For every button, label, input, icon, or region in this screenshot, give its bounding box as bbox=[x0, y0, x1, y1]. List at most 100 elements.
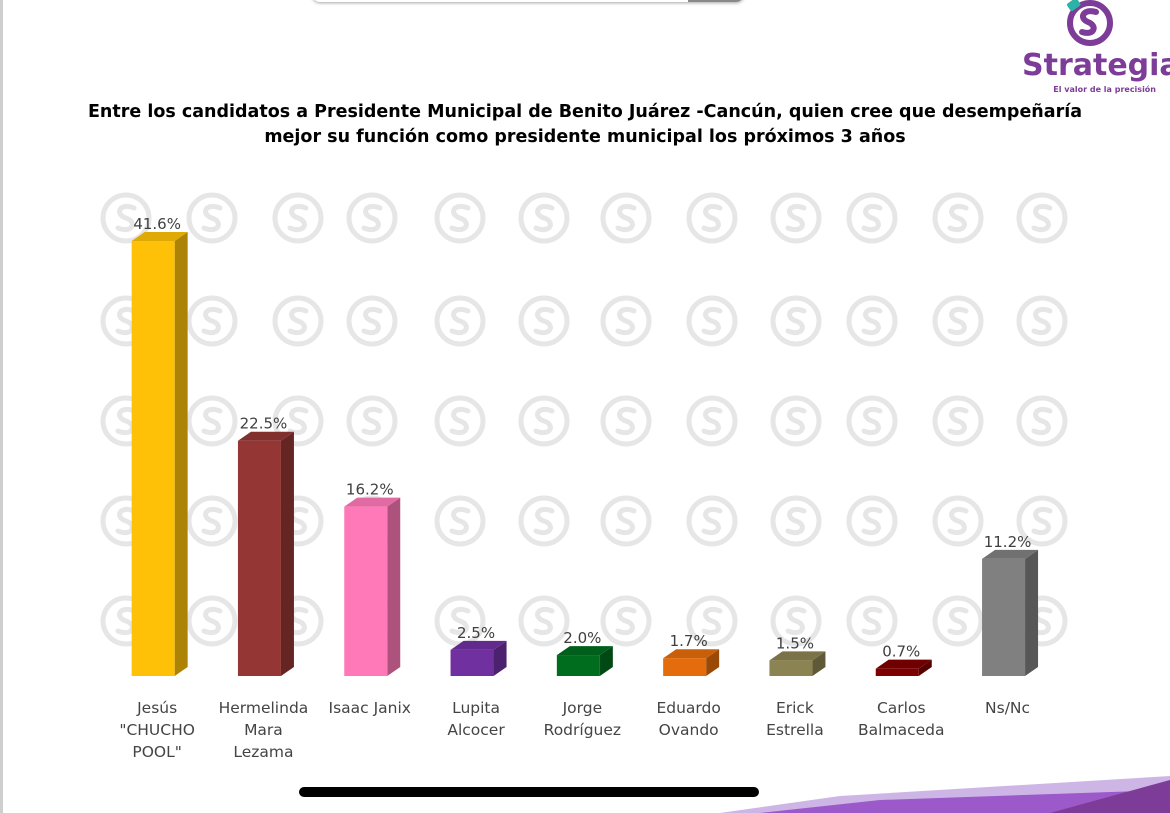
watermark-icon bbox=[518, 395, 570, 447]
category-label-line: Jorge bbox=[562, 699, 603, 717]
watermark-icon bbox=[846, 192, 898, 244]
category-label: Eduardo Ovando bbox=[636, 697, 742, 741]
watermark-icon bbox=[932, 395, 984, 447]
top-search-bar[interactable] bbox=[312, 0, 744, 2]
watermark-icon bbox=[846, 295, 898, 347]
bar bbox=[450, 640, 507, 676]
search-bar-button[interactable] bbox=[688, 0, 744, 2]
watermark-icon bbox=[600, 495, 652, 547]
watermark-icon bbox=[686, 595, 738, 647]
chart-title: Entre los candidatos a Presidente Munici… bbox=[87, 102, 1083, 147]
watermark-icon bbox=[434, 495, 486, 547]
bar bbox=[982, 549, 1039, 676]
category-label: Isaac Janix bbox=[317, 697, 423, 719]
category-label-line: Alcocer bbox=[447, 721, 505, 739]
category-label-line: POOL" bbox=[132, 743, 182, 761]
category-label: Lupita Alcocer bbox=[423, 697, 529, 741]
watermark-icon bbox=[1016, 395, 1068, 447]
bar bbox=[344, 497, 401, 676]
watermark-icon bbox=[434, 192, 486, 244]
watermark-icon bbox=[932, 495, 984, 547]
watermark-icon bbox=[186, 395, 238, 447]
bar bbox=[769, 651, 826, 676]
category-label-line: Jesús bbox=[137, 699, 178, 717]
watermark-icon bbox=[518, 192, 570, 244]
category-label-line: Hermelinda bbox=[218, 699, 309, 717]
category-label-line: Balmaceda bbox=[858, 721, 945, 739]
watermark-icon bbox=[932, 192, 984, 244]
data-label: 1.5% bbox=[776, 634, 814, 652]
data-label: 2.5% bbox=[457, 624, 495, 642]
data-label: 2.0% bbox=[563, 629, 601, 647]
brand-tagline: El valor de la precisión bbox=[1053, 85, 1156, 94]
watermark-icon bbox=[518, 295, 570, 347]
watermark-icon bbox=[600, 595, 652, 647]
watermark-icon bbox=[186, 495, 238, 547]
category-label-line: Lezama bbox=[233, 743, 294, 761]
watermark-icon bbox=[686, 295, 738, 347]
data-label: 11.2% bbox=[984, 533, 1032, 551]
window-edge bbox=[0, 0, 3, 813]
category-label: Erick Estrella bbox=[742, 697, 848, 741]
watermark-icon bbox=[600, 395, 652, 447]
bar bbox=[131, 232, 188, 676]
watermark-icon bbox=[186, 295, 238, 347]
watermark-icon bbox=[846, 595, 898, 647]
data-label: 0.7% bbox=[882, 643, 920, 661]
watermark-icon bbox=[686, 395, 738, 447]
watermark-icon bbox=[600, 192, 652, 244]
watermark-icon bbox=[272, 395, 324, 447]
bar bbox=[663, 649, 720, 676]
watermark-icon bbox=[846, 495, 898, 547]
watermark-icon bbox=[770, 295, 822, 347]
watermark-icon bbox=[600, 295, 652, 347]
category-label-line: Isaac Janix bbox=[328, 699, 411, 717]
home-indicator bbox=[299, 787, 759, 797]
category-label-line: "CHUCHO bbox=[119, 721, 195, 739]
bar bbox=[237, 431, 294, 676]
data-label: 16.2% bbox=[346, 481, 394, 499]
watermark-icon bbox=[686, 192, 738, 244]
category-label: Carlos Balmaceda bbox=[848, 697, 954, 741]
watermark-icon bbox=[518, 495, 570, 547]
watermark-icon bbox=[686, 495, 738, 547]
watermark-icon bbox=[186, 192, 238, 244]
watermark-icon bbox=[272, 192, 324, 244]
watermark-icon bbox=[932, 595, 984, 647]
watermark-icon bbox=[770, 395, 822, 447]
category-label-line: Carlos bbox=[876, 699, 926, 717]
category-label-line: Mara bbox=[244, 721, 283, 739]
watermark-icon bbox=[434, 395, 486, 447]
data-label: 41.6% bbox=[133, 215, 181, 233]
watermark-icon bbox=[770, 192, 822, 244]
watermark-icon bbox=[272, 295, 324, 347]
brand-name: Strategia bbox=[1022, 48, 1170, 83]
watermark-icon bbox=[346, 295, 398, 347]
category-label-line: Eduardo bbox=[656, 699, 721, 717]
watermark-icon bbox=[1016, 295, 1068, 347]
watermark-icon bbox=[770, 495, 822, 547]
watermark-icon bbox=[100, 192, 152, 244]
watermark-icon bbox=[186, 595, 238, 647]
category-label-line: Erick bbox=[775, 699, 814, 717]
watermark-icon bbox=[346, 395, 398, 447]
category-label: Hermelinda Mara Lezama bbox=[210, 697, 316, 763]
category-label-line: Ovando bbox=[658, 721, 719, 739]
watermark-icon bbox=[1016, 495, 1068, 547]
bar bbox=[875, 659, 932, 676]
bar bbox=[556, 646, 613, 676]
data-label: 1.7% bbox=[670, 632, 708, 650]
watermark-icon bbox=[1016, 192, 1068, 244]
category-label: Jesús "CHUCHO POOL" bbox=[104, 697, 210, 763]
watermark-icon bbox=[346, 192, 398, 244]
watermark-icon bbox=[846, 395, 898, 447]
category-label-line: Estrella bbox=[766, 721, 824, 739]
category-label: Jorge Rodríguez bbox=[529, 697, 635, 741]
category-label-line: Rodríguez bbox=[543, 721, 622, 739]
watermark-icon bbox=[932, 295, 984, 347]
strategia-logo-icon bbox=[1067, 0, 1113, 46]
category-label-line: Lupita bbox=[452, 699, 500, 717]
